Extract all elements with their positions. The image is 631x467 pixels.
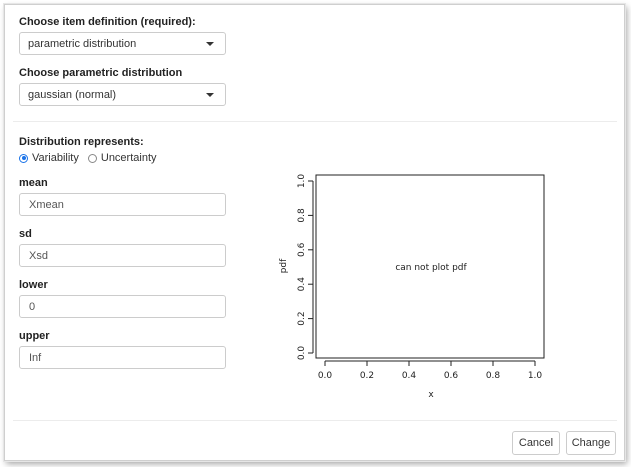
sd-input[interactable]: Xsd	[19, 244, 226, 267]
lower-input[interactable]: 0	[19, 295, 226, 318]
parametric-distribution-label: Choose parametric distribution	[19, 67, 183, 79]
radio-uncertainty-label: Uncertainty	[100, 152, 157, 164]
footer-divider	[13, 420, 617, 421]
chevron-down-icon	[206, 93, 214, 97]
parametric-distribution-select[interactable]: gaussian (normal)	[19, 83, 226, 106]
radio-variability[interactable]: Variability	[19, 152, 79, 164]
upper-label: upper	[19, 330, 50, 342]
lower-label: lower	[19, 279, 48, 291]
radio-variability-label: Variability	[32, 152, 79, 164]
radio-variability-button[interactable]	[19, 153, 28, 163]
mean-input[interactable]: Xmean	[19, 193, 226, 216]
represents-label: Distribution represents:	[19, 136, 144, 148]
upper-input[interactable]: Inf	[19, 346, 226, 369]
mean-label: mean	[19, 177, 48, 189]
item-definition-select[interactable]: parametric distribution	[19, 32, 226, 55]
item-definition-value: parametric distribution	[28, 38, 137, 50]
radio-uncertainty[interactable]: Uncertainty	[87, 152, 157, 164]
item-definition-label: Choose item definition (required):	[19, 16, 196, 28]
section-divider	[13, 121, 617, 122]
chevron-down-icon	[206, 42, 214, 46]
change-button[interactable]: Change	[566, 431, 616, 455]
radio-uncertainty-button[interactable]	[87, 153, 97, 163]
cancel-button[interactable]: Cancel	[512, 431, 560, 455]
sd-label: sd	[19, 228, 32, 240]
represents-radio-group: Variability Uncertainty	[19, 152, 166, 164]
parametric-distribution-value: gaussian (normal)	[28, 89, 117, 101]
